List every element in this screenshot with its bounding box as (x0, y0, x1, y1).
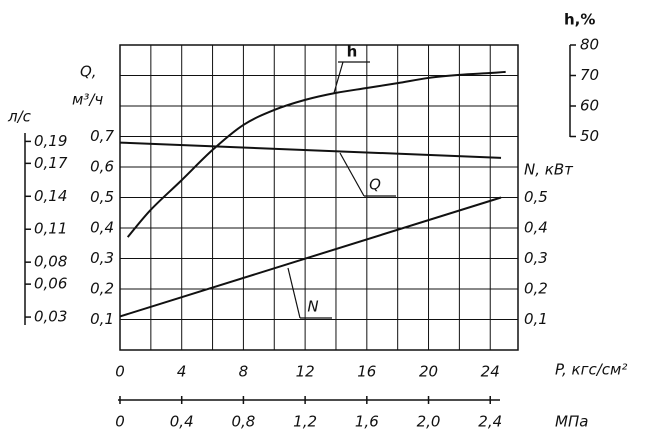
x-tick-label: 12 (296, 363, 315, 381)
y4-tick-label: 70 (580, 66, 599, 84)
series-label: Q (369, 176, 381, 194)
x2-tick-label: 0,4 (170, 413, 194, 431)
y3-tick-label: 0,11 (34, 220, 67, 238)
x-tick-label: 4 (177, 363, 187, 381)
x2-tick-label: 0,8 (231, 413, 255, 431)
y-tick-label: 0,3 (90, 249, 114, 267)
y3-tick-label: 0,08 (34, 253, 67, 271)
y2-tick-label: 0,3 (524, 249, 548, 267)
series-label: N (307, 298, 318, 316)
y-tick-label: 0,2 (90, 280, 114, 298)
x2-tick-label: 2,0 (417, 413, 441, 431)
y4-axis-label: h,% (564, 11, 595, 29)
y2-tick-label: 0,1 (524, 310, 548, 328)
x-axis-label: P, кгс/см² (555, 361, 627, 379)
y3-tick-label: 0,03 (34, 308, 67, 326)
x-tick-label: 0 (115, 363, 125, 381)
x2-tick-label: 1,2 (293, 413, 317, 431)
y2-tick-label: 0,5 (524, 188, 548, 206)
x2-axis-label: МПа (555, 413, 588, 431)
x-tick-label: 8 (239, 363, 249, 381)
x-tick-label: 16 (357, 363, 376, 381)
y4-tick-label: 50 (580, 127, 599, 145)
x-tick-label: 24 (481, 363, 500, 381)
curve (119, 141, 502, 159)
y2-tick-label: 0,2 (524, 280, 548, 298)
series-label: h (347, 43, 358, 61)
leader (339, 152, 365, 197)
x-tick-label: 20 (419, 363, 438, 381)
y-axis-unit: м³/ч (72, 91, 103, 109)
curve (119, 196, 502, 318)
x2-tick-label: 2,4 (478, 413, 502, 431)
y3-tick-label: 0,06 (34, 275, 67, 293)
y-axis-label: Q, (80, 63, 97, 81)
y-tick-label: 0,7 (90, 127, 114, 145)
leader (287, 267, 301, 319)
x2-tick-label: 0 (115, 413, 125, 431)
y4-tick-label: 80 (580, 36, 599, 54)
y-tick-label: 0,5 (90, 188, 114, 206)
y-tick-label: 0,1 (90, 310, 114, 328)
y-tick-label: 0,6 (90, 158, 114, 176)
y2-axis-label: N, кВт (524, 161, 574, 179)
y3-axis-label: л/с (7, 108, 32, 126)
leader (333, 61, 344, 94)
y3-tick-label: 0,17 (34, 154, 68, 172)
y-tick-label: 0,4 (90, 219, 114, 237)
y4-tick-label: 60 (580, 97, 599, 115)
y3-tick-label: 0,14 (34, 187, 67, 205)
curve (126, 70, 506, 238)
x2-tick-label: 1,6 (355, 413, 379, 431)
y3-tick-label: 0,19 (34, 132, 67, 150)
y2-tick-label: 0,4 (524, 219, 548, 237)
